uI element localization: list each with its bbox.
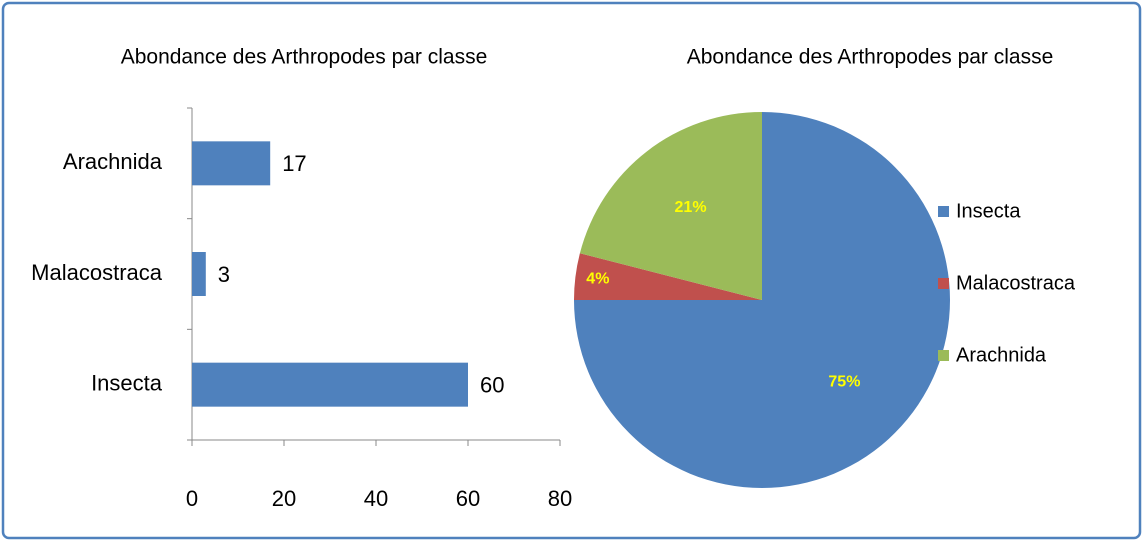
y-tick-label: Malacostraca bbox=[31, 260, 163, 285]
bar bbox=[192, 252, 206, 296]
legend-swatch bbox=[938, 278, 949, 289]
data-label: 17 bbox=[282, 151, 306, 176]
y-tick-label: Arachnida bbox=[63, 149, 163, 174]
legend-swatch bbox=[938, 206, 949, 217]
legend-label: Arachnida bbox=[956, 344, 1047, 366]
chart-title: Abondance des Arthropodes par classe bbox=[687, 46, 1054, 69]
chart-title: Abondance des Arthropodes par classe bbox=[121, 46, 488, 69]
data-label: 21% bbox=[675, 199, 707, 216]
x-tick-label: 60 bbox=[456, 486, 480, 511]
x-tick-label: 80 bbox=[548, 486, 572, 511]
legend-swatch bbox=[938, 350, 949, 361]
data-label: 75% bbox=[828, 374, 860, 391]
x-tick-label: 20 bbox=[272, 486, 296, 511]
y-tick-label: Insecta bbox=[91, 370, 163, 395]
x-tick-label: 40 bbox=[364, 486, 388, 511]
bar bbox=[192, 141, 271, 186]
data-label: 60 bbox=[480, 372, 504, 397]
data-label: 3 bbox=[218, 262, 230, 287]
data-label: 4% bbox=[586, 270, 609, 287]
x-tick-label: 0 bbox=[186, 486, 198, 511]
legend-label: Insecta bbox=[956, 200, 1021, 222]
pie-slice bbox=[579, 112, 762, 300]
bar bbox=[192, 362, 468, 407]
legend-label: Malacostraca bbox=[956, 272, 1076, 294]
pie-slice bbox=[574, 253, 762, 300]
